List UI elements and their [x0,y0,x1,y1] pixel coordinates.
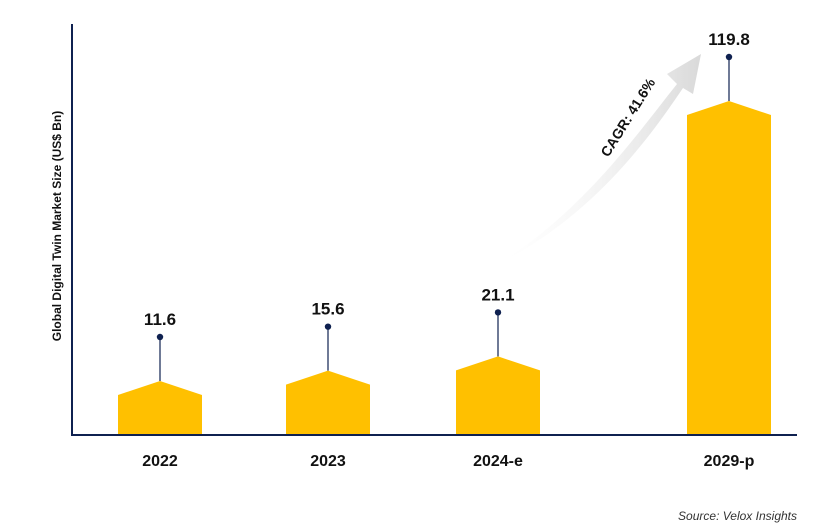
bar-2022 [118,381,202,435]
x-tick-label: 2024-e [473,453,523,470]
value-marker-dot [725,53,733,61]
value-marker-dot [156,333,164,341]
y-axis-label: Global Digital Twin Market Size (US$ Bn) [50,111,64,341]
cagr-arrow [500,54,701,263]
bar-2023 [286,370,370,435]
data-label: 21.1 [481,285,514,304]
bars-group: 11.6 2022 15.6 2023 21.1 2024-e 119.8 2029-p [118,30,771,470]
bar-2024-e [456,356,540,435]
data-label: 15.6 [311,300,344,319]
bar-2029-p [687,101,771,435]
value-marker-dot [494,309,502,316]
value-marker-dot [324,323,332,330]
x-tick-label: 2029-p [704,453,755,470]
data-label: 119.8 [708,30,750,49]
source-note: Source: Velox Insights [678,509,797,523]
x-tick-label: 2023 [310,453,346,470]
x-tick-label: 2022 [142,453,178,470]
data-label: 11.6 [144,310,176,329]
